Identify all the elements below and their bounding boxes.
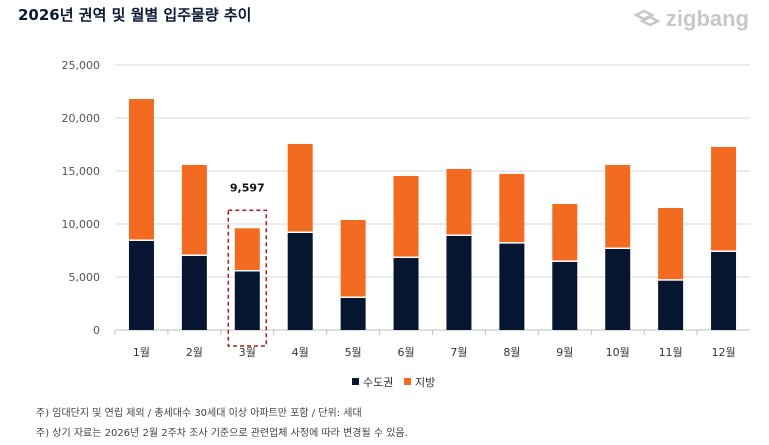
y-tick-label: 15,000	[62, 165, 101, 178]
footnote-1: 주) 임대단지 및 연립 제외 / 총세대수 30세대 이상 아파트만 포함 /…	[36, 408, 362, 419]
x-tick-label: 8월	[503, 346, 520, 359]
bar-capital	[552, 261, 578, 330]
x-tick-label: 2월	[186, 346, 203, 359]
bar-region	[287, 143, 313, 232]
bar-region	[658, 207, 684, 280]
x-tick-label: 12월	[711, 346, 735, 359]
footnote-2: 주) 상기 자료는 2026년 2월 2주차 조사 기준으로 관련업체 사정에 …	[36, 428, 408, 439]
bar-region	[340, 219, 366, 297]
bar-capital	[128, 240, 154, 330]
bar-region	[605, 164, 631, 248]
x-tick-label: 11월	[659, 346, 683, 359]
y-tick-label: 10,000	[62, 218, 101, 231]
bar-capital	[711, 251, 737, 330]
zigbang-logo-icon	[633, 9, 660, 27]
y-tick-label: 5,000	[69, 271, 101, 284]
legend-swatch	[404, 378, 411, 385]
bar-region	[499, 173, 525, 243]
bar-region	[181, 164, 207, 255]
bar-region	[711, 146, 737, 251]
bar-capital	[393, 258, 419, 330]
bar-region	[128, 99, 154, 240]
legend-swatch	[352, 378, 359, 385]
x-tick-label: 10월	[606, 346, 630, 359]
chart-title: 2026년 권역 및 월별 입주물량 추이	[18, 6, 252, 24]
bar-capital	[181, 256, 207, 330]
bar-capital	[605, 249, 631, 330]
bar-capital	[658, 280, 684, 330]
logo-text: zigbang	[665, 6, 749, 31]
bar-region	[393, 175, 419, 257]
bar-region	[552, 203, 578, 261]
y-tick-label: 25,000	[62, 59, 101, 72]
x-tick-label: 9월	[556, 346, 573, 359]
x-tick-label: 4월	[292, 346, 309, 359]
x-tick-label: 3월	[239, 346, 256, 359]
x-tick-label: 1월	[133, 346, 150, 359]
bar-capital	[499, 243, 525, 330]
bar-capital	[287, 233, 313, 330]
y-tick-label: 20,000	[62, 112, 101, 125]
bar-capital	[234, 271, 260, 330]
legend-label: 수도권	[363, 376, 393, 389]
legend-label: 지방	[415, 376, 435, 389]
zigbang-logo: zigbang	[633, 6, 749, 32]
bar-region	[446, 168, 472, 235]
highlight-box	[227, 209, 268, 347]
bar-capital	[340, 297, 366, 330]
x-tick-label: 5월	[345, 346, 362, 359]
bar-capital	[446, 235, 472, 330]
y-tick-label: 0	[93, 324, 100, 337]
bar-region	[234, 228, 260, 270]
x-tick-label: 7월	[450, 346, 467, 359]
x-tick-label: 6월	[397, 346, 414, 359]
annotation-label: 9,597	[230, 181, 265, 194]
